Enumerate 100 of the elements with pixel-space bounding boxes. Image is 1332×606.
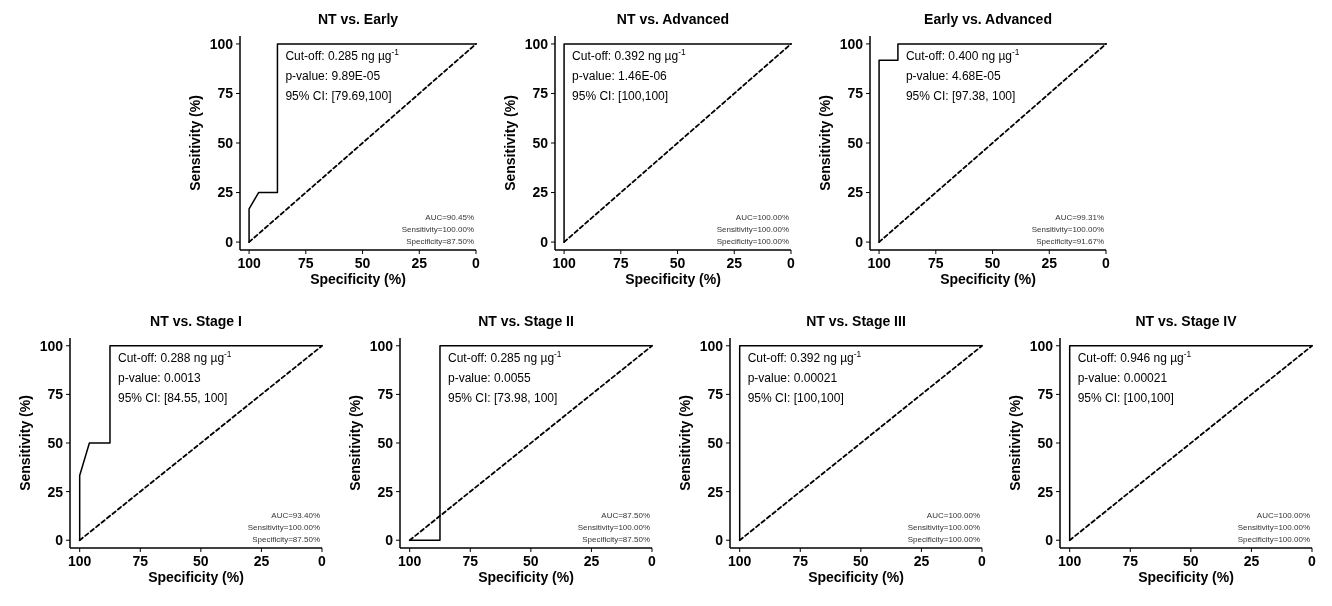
- x-tick-label: 75: [298, 255, 314, 271]
- x-tick-label: 25: [411, 255, 428, 271]
- annotation: AUC=87.50%: [601, 511, 650, 520]
- annotation: Cut-off: 0.288 ng µg$^{-1}$: [117, 349, 232, 365]
- annotation: AUC=99.31%: [1055, 213, 1104, 222]
- annotation: p-value: 1.46E-06: [572, 69, 668, 83]
- x-tick-label: 25: [1243, 553, 1260, 569]
- y-tick-label: 100: [839, 35, 864, 52]
- annotation: Sensitivity=100.00%: [401, 225, 474, 234]
- x-axis-title: Specificity (%): [625, 271, 721, 287]
- x-tick-label: 75: [792, 553, 809, 569]
- annotation: Specificity=87.50%: [406, 237, 474, 246]
- annotation: Sensitivity=100.00%: [1237, 523, 1310, 532]
- y-tick-label: 0: [855, 233, 864, 250]
- x-tick-label: 100: [1058, 553, 1082, 569]
- annotation: Cut-off: 0.285 ng µg$^{-1}$: [447, 349, 562, 365]
- y-tick-label: 25: [217, 184, 234, 201]
- x-tick-label: 0: [978, 553, 987, 569]
- x-tick-label: 75: [462, 553, 479, 569]
- y-tick-label: 50: [377, 434, 394, 451]
- y-tick-label: 75: [707, 386, 724, 403]
- annotation: 95% CI: [84.55, 100]: [117, 391, 228, 405]
- annotation: AUC=100.00%: [1256, 511, 1310, 520]
- y-tick-label: 50: [1037, 434, 1054, 451]
- y-tick-label: 75: [532, 85, 549, 102]
- annotation: Sensitivity=100.00%: [907, 523, 980, 532]
- x-tick-label: 0: [648, 553, 657, 569]
- annotation: AUC=90.45%: [425, 213, 474, 222]
- x-tick-label: 0: [787, 255, 796, 271]
- y-tick-label: 50: [532, 134, 549, 151]
- y-tick-label: 100: [39, 337, 64, 354]
- annotation: Specificity=100.00%: [907, 535, 980, 544]
- annotation: Sensitivity=100.00%: [247, 523, 320, 532]
- annotation: Sensitivity=100.00%: [1031, 225, 1104, 234]
- x-tick-label: 75: [1122, 553, 1139, 569]
- x-tick-label: 0: [1102, 255, 1111, 271]
- annotation: 95% CI: [73.98, 100]: [447, 391, 558, 405]
- annotation: Cut-off: 0.392 ng µg$^{-1}$: [747, 349, 862, 365]
- annotation: 95% CI: [97.38, 100]: [905, 89, 1016, 103]
- x-tick-label: 100: [68, 553, 92, 569]
- y-tick-label: 75: [847, 85, 864, 102]
- y-tick-label: 100: [369, 337, 394, 354]
- y-tick-label: 25: [47, 483, 64, 500]
- x-tick-label: 100: [552, 255, 576, 271]
- annotation: Cut-off: 0.946 ng µg$^{-1}$: [1077, 349, 1192, 365]
- annotation: Cut-off: 0.285 ng µg$^{-1}$: [285, 47, 400, 63]
- x-tick-label: 0: [318, 553, 327, 569]
- y-tick-label: 0: [55, 532, 64, 549]
- x-tick-label: 50: [1183, 553, 1199, 569]
- y-axis-title: Sensitivity (%): [1007, 395, 1023, 491]
- annotation: Specificity=87.50%: [582, 535, 650, 544]
- y-axis-title: Sensitivity (%): [502, 95, 518, 191]
- y-tick-label: 100: [1029, 337, 1054, 354]
- y-tick-label: 0: [540, 233, 549, 250]
- annotation: p-value: 0.0055: [447, 371, 532, 385]
- annotation: 95% CI: [100,100]: [572, 89, 669, 103]
- x-axis-title: Specificity (%): [478, 569, 574, 585]
- y-tick-label: 0: [715, 532, 724, 549]
- y-tick-label: 50: [217, 134, 234, 151]
- x-tick-label: 100: [237, 255, 261, 271]
- chart-title: Early vs. Advanced: [924, 11, 1052, 27]
- x-axis-title: Specificity (%): [148, 569, 244, 585]
- y-tick-label: 0: [1045, 532, 1054, 549]
- x-tick-label: 100: [867, 255, 891, 271]
- chart-title: NT vs. Stage III: [806, 313, 906, 329]
- y-tick-label: 50: [847, 134, 864, 151]
- x-tick-label: 50: [669, 255, 686, 271]
- y-axis-title: Sensitivity (%): [17, 395, 33, 491]
- annotation: Cut-off: 0.400 ng µg$^{-1}$: [905, 47, 1020, 63]
- x-axis-title: Specificity (%): [1138, 569, 1234, 585]
- x-tick-label: 100: [398, 553, 422, 569]
- x-tick-label: 25: [253, 553, 270, 569]
- chart-title: NT vs. Early: [317, 11, 399, 27]
- annotation: Sensitivity=100.00%: [577, 523, 650, 532]
- annotation: AUC=100.00%: [926, 511, 980, 520]
- chart-title: NT vs. Stage I: [150, 313, 242, 329]
- x-tick-label: 100: [728, 553, 752, 569]
- annotation: p-value: 4.68E-05: [905, 69, 1001, 83]
- y-tick-label: 75: [1037, 386, 1054, 403]
- y-tick-label: 100: [524, 35, 549, 52]
- y-tick-label: 75: [47, 386, 64, 403]
- chart-title: NT vs. Stage II: [478, 313, 574, 329]
- x-tick-label: 75: [132, 553, 149, 569]
- annotation: Cut-off: 0.392 ng µg$^{-1}$: [572, 47, 686, 63]
- x-tick-label: 75: [928, 255, 944, 271]
- x-tick-label: 75: [613, 255, 629, 271]
- x-axis-title: Specificity (%): [808, 569, 904, 585]
- annotation: 95% CI: [79.69,100]: [285, 89, 392, 103]
- x-axis-title: Specificity (%): [940, 271, 1036, 287]
- annotation: AUC=93.40%: [271, 511, 320, 520]
- y-tick-label: 25: [847, 184, 864, 201]
- annotation: p-value: 0.0013: [117, 371, 202, 385]
- annotation: Specificity=87.50%: [252, 535, 320, 544]
- y-axis-title: Sensitivity (%): [677, 395, 693, 491]
- x-tick-label: 0: [1308, 553, 1317, 569]
- x-tick-label: 0: [472, 255, 481, 271]
- y-axis-title: Sensitivity (%): [817, 95, 833, 191]
- x-tick-label: 50: [354, 255, 371, 271]
- y-tick-label: 25: [377, 483, 394, 500]
- x-tick-label: 50: [984, 255, 1001, 271]
